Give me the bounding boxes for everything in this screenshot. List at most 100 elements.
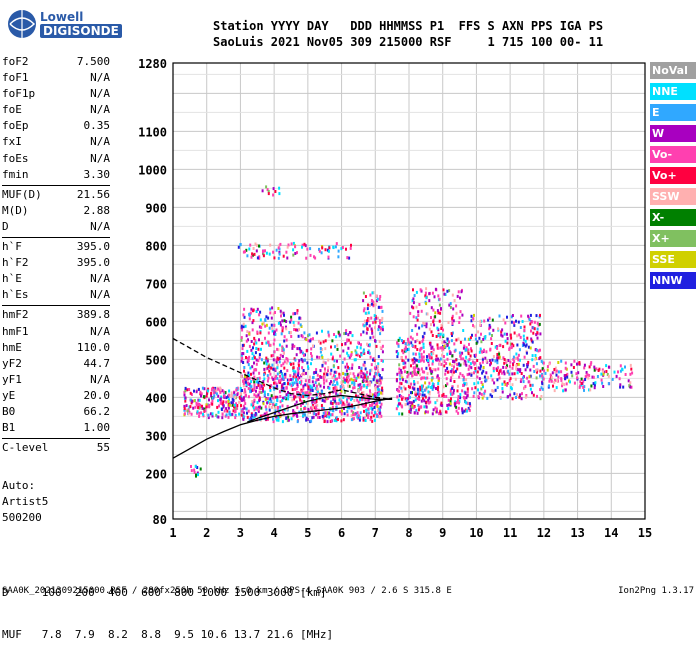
- echo-pixel: [285, 250, 288, 254]
- param-row-clevel: C-level 55: [2, 441, 110, 457]
- echo-pixel: [221, 416, 224, 420]
- echo-pixel: [342, 376, 345, 380]
- echo-pixel: [344, 342, 347, 345]
- echo-pixel: [404, 403, 407, 407]
- echo-pixel: [309, 337, 312, 341]
- echo-pixel: [380, 414, 383, 418]
- echo-pixel: [271, 405, 273, 409]
- echo-pixel: [459, 354, 462, 358]
- echo-pixel: [290, 362, 292, 366]
- param-label: D: [2, 219, 9, 233]
- plot-frame: [172, 62, 646, 520]
- echo-pixel: [204, 409, 207, 413]
- echo-pixel: [437, 385, 440, 389]
- echo-pixel: [247, 395, 250, 399]
- echo-pixel: [278, 371, 281, 374]
- echo-pixel: [301, 245, 303, 249]
- echo-pixel: [415, 290, 418, 294]
- echo-pixel: [575, 372, 578, 376]
- echo-pixel: [619, 369, 622, 373]
- echo-pixel: [438, 394, 441, 398]
- echo-pixel: [319, 369, 322, 373]
- echo-pixel: [202, 412, 204, 416]
- echo-pixel: [513, 331, 516, 335]
- echo-pixel: [274, 311, 276, 314]
- echo-pixel: [538, 322, 541, 326]
- echo-pixel: [236, 393, 239, 397]
- echo-pixel: [546, 365, 549, 369]
- echo-pixel: [269, 372, 272, 376]
- echo-pixel: [293, 328, 296, 331]
- echo-pixel: [482, 338, 485, 341]
- echo-pixel: [324, 347, 327, 351]
- echo-pixel: [411, 358, 414, 362]
- echo-pixel: [286, 407, 289, 411]
- echo-pixel: [241, 409, 244, 413]
- echo-pixel: [339, 354, 342, 358]
- echo-pixel: [441, 353, 443, 357]
- echo-pixel: [414, 372, 417, 376]
- echo-pixel: [443, 395, 446, 398]
- echo-pixel: [286, 419, 289, 423]
- echo-pixel: [266, 188, 269, 192]
- echo-pixel: [377, 414, 380, 418]
- echo-pixel: [367, 416, 370, 419]
- echo-pixel: [418, 352, 421, 356]
- echo-pixel: [330, 345, 332, 349]
- echo-pixel: [613, 370, 616, 374]
- echo-pixel: [478, 350, 481, 354]
- echo-pixel: [304, 379, 307, 383]
- echo-pixel: [570, 363, 573, 367]
- echo-pixel: [588, 388, 590, 392]
- legend-item-sse: SSE: [650, 251, 696, 268]
- echo-pixel: [409, 407, 412, 411]
- echo-pixel: [322, 407, 325, 411]
- echo-pixel: [359, 346, 362, 350]
- echo-pixel: [297, 369, 300, 373]
- echo-pixel: [443, 360, 446, 364]
- echo-pixel: [420, 346, 423, 350]
- echo-pixel: [437, 346, 440, 350]
- echo-pixel: [459, 363, 462, 367]
- echo-pixel: [294, 395, 297, 399]
- echo-pixel: [243, 388, 246, 392]
- echo-pixel: [293, 397, 295, 401]
- echo-pixel: [306, 417, 309, 421]
- echo-pixel: [362, 350, 365, 354]
- echo-pixel: [366, 377, 369, 381]
- echo-pixel: [330, 419, 333, 423]
- echo-pixel: [403, 360, 405, 364]
- echo-pixel: [198, 414, 201, 418]
- echo-pixel: [432, 408, 435, 412]
- echo-pixel: [494, 359, 497, 363]
- echo-pixel: [279, 374, 281, 378]
- echo-pixel: [316, 415, 319, 419]
- echo-pixel: [335, 335, 338, 339]
- echo-pixel: [364, 375, 366, 379]
- echo-pixel: [549, 377, 552, 381]
- echo-pixel: [253, 393, 256, 397]
- echo-pixel: [257, 393, 260, 397]
- echo-pixel: [281, 374, 284, 378]
- y-tick-label: 800: [145, 239, 167, 253]
- echo-pixel: [446, 366, 449, 370]
- echo-pixel: [306, 402, 309, 406]
- echo-pixel: [367, 398, 370, 402]
- echo-pixel: [483, 348, 485, 352]
- echo-pixel: [268, 405, 271, 409]
- echo-pixel: [345, 329, 348, 333]
- echo-pixel: [498, 344, 501, 347]
- echo-pixel: [338, 375, 341, 379]
- echo-pixel: [315, 378, 318, 382]
- echo-pixel: [264, 359, 267, 363]
- echo-pixel: [513, 392, 516, 396]
- echo-pixel: [295, 378, 297, 382]
- echo-pixel: [448, 289, 451, 293]
- echo-pixel: [328, 386, 331, 390]
- echo-pixel: [215, 413, 218, 417]
- param-row-md: M(D) 2.88: [2, 204, 110, 220]
- echo-pixel: [296, 367, 299, 371]
- echo-pixel: [272, 353, 275, 357]
- echo-pixel: [409, 335, 412, 339]
- echo-pixel: [519, 379, 522, 383]
